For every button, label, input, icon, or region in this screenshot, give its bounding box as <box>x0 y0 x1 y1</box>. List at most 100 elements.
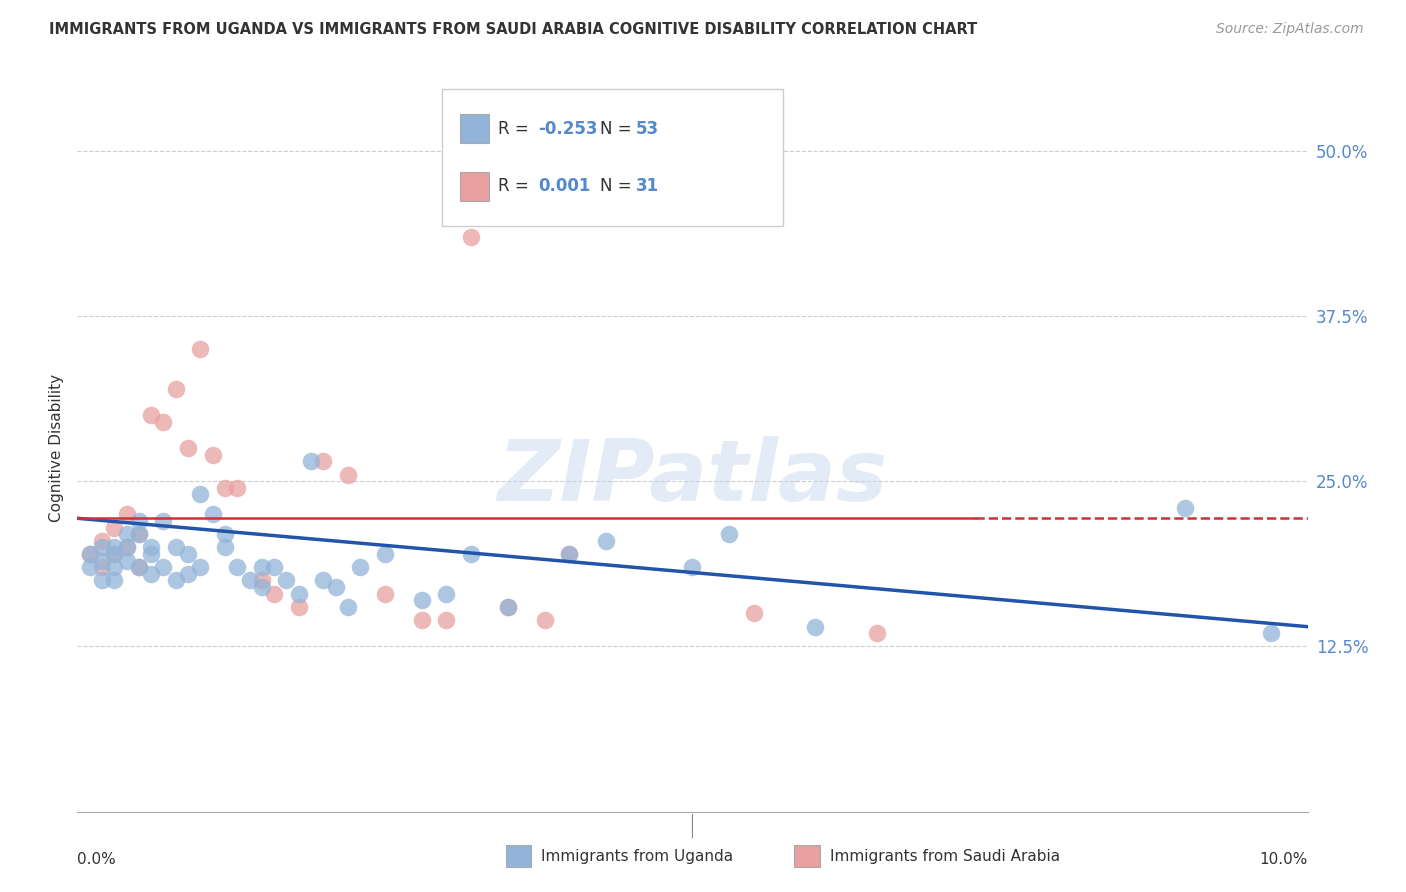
Point <box>595 533 617 548</box>
Point <box>90 541 114 555</box>
Point <box>1260 626 1282 640</box>
Text: 31: 31 <box>637 178 659 195</box>
Point <box>288 587 311 601</box>
Point <box>141 408 163 422</box>
Text: Immigrants from Saudi Arabia: Immigrants from Saudi Arabia <box>830 849 1060 863</box>
Point <box>103 520 125 534</box>
Text: N =: N = <box>600 120 637 137</box>
Point <box>188 560 212 574</box>
Point <box>742 607 765 621</box>
Point <box>226 481 249 495</box>
Point <box>312 574 335 588</box>
Text: R =: R = <box>499 178 540 195</box>
Text: 0.001: 0.001 <box>538 178 591 195</box>
Text: R =: R = <box>499 120 534 137</box>
Point <box>103 541 125 555</box>
Point <box>115 541 138 555</box>
Text: 10.0%: 10.0% <box>1260 852 1308 867</box>
Point <box>201 508 224 522</box>
Text: 0.0%: 0.0% <box>77 852 117 867</box>
Point <box>460 229 482 244</box>
Point <box>411 613 433 627</box>
Point <box>115 553 138 567</box>
Point <box>90 560 114 574</box>
Point <box>250 560 273 574</box>
Point <box>496 599 519 614</box>
Point <box>201 448 224 462</box>
Point <box>436 613 458 627</box>
Point <box>152 514 174 528</box>
Point <box>325 580 347 594</box>
Point <box>436 587 458 601</box>
Point <box>115 527 138 541</box>
Point <box>141 541 163 555</box>
Point <box>152 560 174 574</box>
Point <box>141 566 163 581</box>
Point <box>115 541 138 555</box>
Point <box>165 541 187 555</box>
Point <box>299 454 322 468</box>
Text: Source: ZipAtlas.com: Source: ZipAtlas.com <box>1216 22 1364 37</box>
Point <box>128 527 150 541</box>
Point <box>188 342 212 356</box>
Point <box>152 415 174 429</box>
Point <box>103 574 125 588</box>
Point <box>128 560 150 574</box>
Point <box>90 574 114 588</box>
Point <box>558 547 581 561</box>
Point <box>214 481 236 495</box>
Point <box>374 587 396 601</box>
Point <box>177 547 200 561</box>
Point <box>337 467 360 482</box>
Point <box>79 547 101 561</box>
Point <box>177 566 200 581</box>
Text: ZIPatlas: ZIPatlas <box>498 436 887 519</box>
Point <box>226 560 249 574</box>
Point <box>79 547 101 561</box>
Point <box>214 527 236 541</box>
Text: -0.253: -0.253 <box>538 120 598 137</box>
Point <box>276 574 298 588</box>
Point <box>337 599 360 614</box>
Point <box>460 547 482 561</box>
Text: Immigrants from Uganda: Immigrants from Uganda <box>541 849 734 863</box>
Point <box>188 487 212 501</box>
Point <box>312 454 335 468</box>
Point <box>374 547 396 561</box>
Point <box>128 527 150 541</box>
Point <box>90 533 114 548</box>
Point <box>79 560 101 574</box>
Point <box>239 574 262 588</box>
Text: N =: N = <box>600 178 637 195</box>
Point <box>128 560 150 574</box>
Point <box>288 599 311 614</box>
Point <box>165 574 187 588</box>
Text: 53: 53 <box>637 120 659 137</box>
Point <box>103 547 125 561</box>
Point <box>558 547 581 561</box>
Point <box>682 560 704 574</box>
Text: IMMIGRANTS FROM UGANDA VS IMMIGRANTS FROM SAUDI ARABIA COGNITIVE DISABILITY CORR: IMMIGRANTS FROM UGANDA VS IMMIGRANTS FRO… <box>49 22 977 37</box>
Point <box>411 593 433 607</box>
Point <box>103 547 125 561</box>
Point <box>214 541 236 555</box>
Point <box>103 560 125 574</box>
Point <box>263 560 285 574</box>
Point <box>349 560 371 574</box>
Point <box>804 620 827 634</box>
Point <box>263 587 285 601</box>
Point <box>250 574 273 588</box>
Point <box>1174 500 1197 515</box>
Point <box>165 382 187 396</box>
Point <box>250 580 273 594</box>
Point <box>141 547 163 561</box>
Point <box>115 508 138 522</box>
Point <box>718 527 741 541</box>
Point <box>534 613 557 627</box>
Y-axis label: Cognitive Disability: Cognitive Disability <box>49 374 65 523</box>
Point <box>177 442 200 455</box>
Point <box>128 514 150 528</box>
Point <box>496 599 519 614</box>
Point <box>90 553 114 567</box>
Point <box>866 626 889 640</box>
